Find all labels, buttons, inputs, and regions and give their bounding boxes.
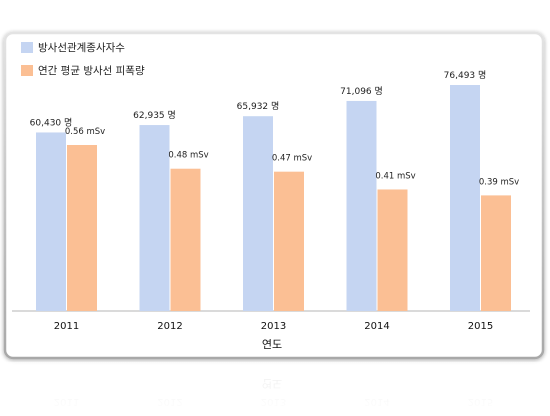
x-axis-title: 연도 xyxy=(262,338,282,351)
bar-dose-2012 xyxy=(170,168,201,311)
x-tick-label-2014: 2014 xyxy=(364,321,389,332)
data-label-workers-2011: 60,430 명 xyxy=(30,117,73,128)
data-label-dose-2015: 0.39 mSv xyxy=(479,177,519,187)
data-label-dose-2012: 0.48 mSv xyxy=(168,151,208,161)
x-tick-label-2015: 2015 xyxy=(468,321,493,332)
bar-workers-2013 xyxy=(243,116,273,312)
bar-dose-2013 xyxy=(274,171,304,311)
data-label-dose-2014: 0.41 mSv xyxy=(375,171,415,181)
chart-main: 60,430 명0.56 mSv 2011 62,935 명 0.48 mSv 2012… xyxy=(12,42,530,351)
legend-swatch-1 xyxy=(21,42,33,53)
x-tick-label-2012: 2012 xyxy=(157,321,182,332)
data-label-workers-2015: 76,493 명 xyxy=(444,70,487,81)
legend-label-1: 방사선관계종사자수 xyxy=(38,42,125,54)
data-label-dose-2011: 0.56 mSv xyxy=(65,127,105,137)
bar-dose-2014 xyxy=(377,189,408,311)
bar-dose-2015 xyxy=(481,195,511,311)
reflection-fade xyxy=(0,362,550,412)
data-label-workers-2012: 62,935 명 xyxy=(133,110,176,121)
bar-workers-2011 xyxy=(36,132,66,311)
data-label-workers-2014: 71,096 명 xyxy=(340,86,383,97)
x-tick-label-2013: 2013 xyxy=(261,321,286,332)
legend-swatch-2 xyxy=(21,65,33,76)
data-label-dose-2013: 0.47 mSv xyxy=(272,154,312,164)
bar-dose-2011 xyxy=(67,145,97,311)
bar-workers-2015 xyxy=(450,85,480,311)
legend-label-2: 연간 평균 방사선 피폭량 xyxy=(38,65,145,77)
x-tick-label-2011: 2011 xyxy=(54,321,79,332)
bar-workers-2014 xyxy=(346,100,377,312)
data-label-workers-2013: 65,932 명 xyxy=(237,101,280,112)
bar-workers-2012 xyxy=(139,125,170,311)
